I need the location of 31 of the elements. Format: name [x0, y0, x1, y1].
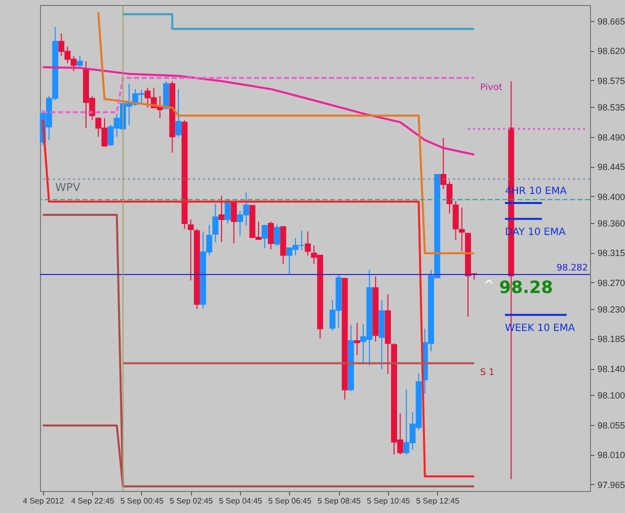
y-tick-label: 98.010	[598, 450, 625, 460]
y-tick-label: 98.055	[598, 420, 625, 430]
y-tick-label: 98.445	[598, 162, 625, 172]
y-tick-label: 98.140	[598, 364, 625, 374]
y-tick-label: 98.620	[598, 46, 625, 56]
annotation: ^	[483, 278, 495, 294]
y-tick-label: 98.490	[598, 132, 625, 142]
y-tick-label: 98.230	[598, 304, 625, 314]
y-tick-label: 98.535	[598, 102, 625, 112]
y-tick-label: 97.965	[598, 480, 625, 490]
y-tick-label: 98.185	[598, 334, 625, 344]
x-tick-label: 5 Sep 00:45	[120, 496, 164, 506]
y-tick-label: 98.400	[598, 192, 625, 202]
annotation: WPV	[55, 181, 81, 194]
x-tick-label: 5 Sep 10:45	[366, 496, 411, 506]
x-tick-label: 4 Sep 22:45	[71, 496, 115, 506]
y-tick-label: 98.270	[598, 278, 625, 288]
y-tick-label: 98.100	[598, 390, 625, 400]
x-tick-label: 5 Sep 02:45	[170, 496, 214, 506]
x-tick-label: 4 Sep 2012	[22, 496, 64, 506]
x-tick-label: 5 Sep 04:45	[218, 496, 263, 506]
y-tick-label: 98.315	[598, 248, 625, 258]
x-tick-label: 5 Sep 12:45	[416, 496, 460, 506]
x-tick-label: 5 Sep 08:45	[318, 496, 362, 506]
annotation: Pivot	[480, 82, 503, 93]
y-tick-label: 98.575	[598, 76, 625, 86]
y-tick-label: 98.665	[598, 16, 625, 26]
x-tick-label: 5 Sep 06:45	[268, 496, 312, 506]
y-tick-label: 98.360	[598, 218, 625, 228]
annotation: S 1	[480, 368, 494, 378]
ref-line-label: 98.282	[556, 263, 588, 274]
